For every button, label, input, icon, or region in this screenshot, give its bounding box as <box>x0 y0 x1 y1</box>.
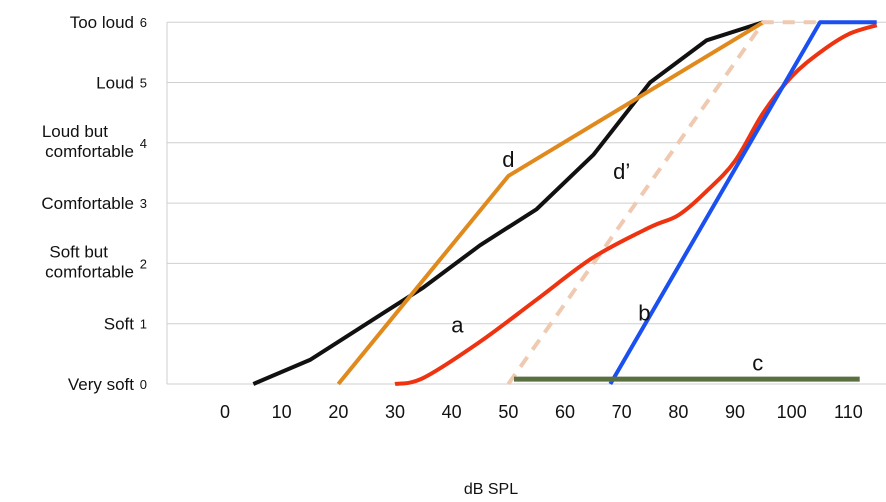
x-tick-labels: 0 10 20 30 40 50 60 70 80 90 100 110 <box>220 402 863 422</box>
x-axis-label: dB SPL <box>464 481 518 498</box>
y-tick-label: 3 <box>140 196 147 211</box>
annotation-label: b <box>638 301 650 326</box>
x-tick-label: 110 <box>834 402 863 422</box>
y-category-label-line: Loud but <box>42 122 108 141</box>
series-d-line <box>336 20 765 386</box>
annotation-label: c <box>752 351 763 376</box>
y-tick-label: 5 <box>140 76 147 91</box>
x-tick-label: 70 <box>612 402 632 422</box>
x-tick-label: 0 <box>220 402 230 422</box>
y-category-label: Comfortable <box>41 194 134 213</box>
x-tick-label: 30 <box>385 402 405 422</box>
curve-annotations: d d’ a b c <box>451 147 763 376</box>
series-lines <box>252 20 878 386</box>
y-category-label: Soft <box>104 315 135 334</box>
y-tick-label: 4 <box>140 136 147 151</box>
x-tick-label: 100 <box>777 402 807 422</box>
y-tick-label: 0 <box>140 377 147 392</box>
series-normal-line <box>252 20 764 386</box>
y-category-label: Very soft <box>68 375 134 394</box>
annotation-label: d’ <box>613 159 630 184</box>
x-tick-label: 50 <box>498 402 518 422</box>
gridlines <box>166 21 886 385</box>
x-tick-label: 20 <box>328 402 348 422</box>
y-tick-label: 1 <box>140 317 147 332</box>
y-category-label: Too loud <box>70 13 134 32</box>
x-tick-label: 90 <box>725 402 745 422</box>
y-category-label: Loud <box>96 74 134 93</box>
x-tick-label: 40 <box>442 402 462 422</box>
y-tick-label: 2 <box>140 256 147 271</box>
x-tick-label: 10 <box>272 402 292 422</box>
series-a-line <box>394 23 878 386</box>
y-category-label: Loud but comfortable <box>42 122 134 161</box>
y-category-label-line: comfortable <box>45 262 134 281</box>
y-category-label-line: comfortable <box>45 142 134 161</box>
series-b-line <box>608 20 877 386</box>
series-d_prime-line <box>506 20 821 386</box>
y-tick-labels: 0 1 2 3 4 5 6 <box>140 15 147 392</box>
annotation-label: a <box>451 313 464 338</box>
y-category-label-line: Soft but <box>49 242 108 261</box>
x-tick-label: 80 <box>668 402 688 422</box>
y-category-label: Soft but comfortable <box>45 242 134 281</box>
y-tick-label: 6 <box>140 15 147 30</box>
x-tick-label: 60 <box>555 402 575 422</box>
annotation-label: d <box>502 147 514 172</box>
